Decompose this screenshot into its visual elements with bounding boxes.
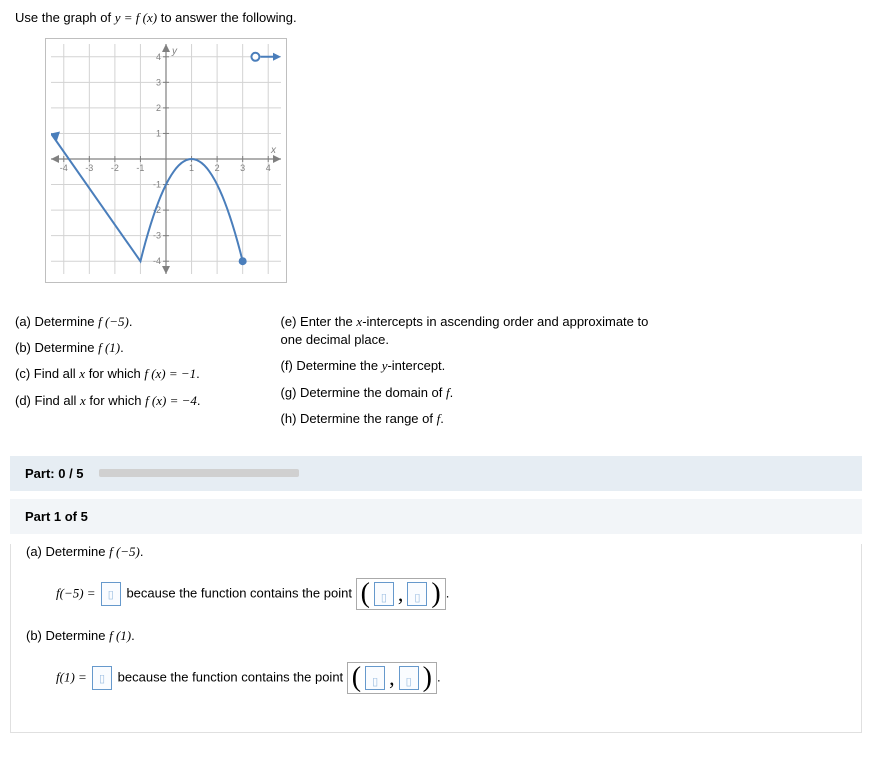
a-prompt-pre: (a) Determine	[26, 544, 109, 559]
svg-text:1: 1	[189, 163, 194, 173]
part-header-text: Part: 0 / 5	[25, 466, 84, 481]
svg-text:-3: -3	[153, 231, 161, 241]
svg-text:2: 2	[215, 163, 220, 173]
b-value-input[interactable]	[92, 666, 112, 690]
q-e: (e) Enter the x-intercepts in ascending …	[281, 313, 661, 349]
svg-text:-4: -4	[60, 163, 68, 173]
q-d-post: .	[197, 393, 201, 408]
question-prompt: Use the graph of y = f (x) to answer the…	[15, 10, 857, 26]
q-f-label: (f) Determine the	[281, 358, 382, 373]
q-d: (d) Find all x for which f (x) = −4.	[15, 392, 201, 410]
a-point-group: ( , )	[356, 578, 446, 610]
b-prompt-math: f (1)	[109, 628, 131, 643]
b-prompt: (b) Determine f (1).	[26, 628, 846, 644]
work-area: (a) Determine f (−5). f(−5) = because th…	[10, 544, 862, 733]
progress-bar	[99, 469, 299, 477]
svg-text:-1: -1	[136, 163, 144, 173]
open-paren: (	[352, 667, 361, 689]
svg-text:2: 2	[156, 103, 161, 113]
a-prompt-math: f (−5)	[109, 544, 140, 559]
q-h: (h) Determine the range of f.	[281, 410, 661, 428]
b-prompt-post: .	[131, 628, 135, 643]
q-f-post: -intercept.	[387, 358, 445, 373]
q-a-math: f (−5)	[98, 314, 129, 329]
close-paren: )	[423, 667, 432, 689]
q-c-mid: for which	[85, 366, 144, 381]
part-sub-header: Part 1 of 5	[10, 499, 862, 534]
q-c-label: (c) Find all	[15, 366, 79, 381]
svg-text:-4: -4	[153, 256, 161, 266]
b-mid: because the function contains the point	[118, 669, 347, 684]
a-prompt: (a) Determine f (−5).	[26, 544, 846, 560]
open-paren: (	[361, 583, 370, 605]
q-b: (b) Determine f (1).	[15, 339, 201, 357]
a-prompt-post: .	[140, 544, 144, 559]
q-d-mid: for which	[86, 393, 145, 408]
svg-text:4: 4	[156, 52, 161, 62]
svg-text:1: 1	[156, 128, 161, 138]
q-c-math: f (x) = −1	[144, 366, 196, 381]
question-columns: (a) Determine f (−5). (b) Determine f (1…	[15, 313, 857, 436]
prompt-post: to answer the following.	[161, 10, 297, 25]
q-e-label: (e) Enter the	[281, 314, 357, 329]
q-g-post: .	[450, 385, 454, 400]
q-b-label: (b) Determine	[15, 340, 98, 355]
a-point-y-input[interactable]	[407, 582, 427, 606]
q-c-post: .	[196, 366, 200, 381]
graph-container: -4-4-3-3-2-2-1-111223344xy	[45, 38, 287, 283]
comma: ,	[389, 665, 395, 691]
graph-svg: -4-4-3-3-2-2-1-111223344xy	[51, 44, 281, 274]
q-d-math: f (x) = −4	[145, 393, 197, 408]
prompt-pre: Use the graph of	[15, 10, 115, 25]
q-h-post: .	[440, 411, 444, 426]
a-mid: because the function contains the point	[126, 585, 355, 600]
close-paren: )	[431, 583, 440, 605]
b-point-x-input[interactable]	[365, 666, 385, 690]
a-value-input[interactable]	[101, 582, 121, 606]
right-column: (e) Enter the x-intercepts in ascending …	[281, 313, 661, 436]
q-c: (c) Find all x for which f (x) = −1.	[15, 365, 201, 383]
q-h-label: (h) Determine the range of	[281, 411, 437, 426]
q-d-label: (d) Find all	[15, 393, 80, 408]
b-point-group: ( , )	[347, 662, 437, 694]
part-sub-text: Part 1 of 5	[25, 509, 88, 524]
q-a: (a) Determine f (−5).	[15, 313, 201, 331]
b-lhs: f(1) =	[56, 669, 90, 684]
svg-text:-1: -1	[153, 180, 161, 190]
q-g-label: (g) Determine the domain of	[281, 385, 446, 400]
left-column: (a) Determine f (−5). (b) Determine f (1…	[15, 313, 201, 436]
q-b-math: f (1)	[98, 340, 120, 355]
svg-text:-2: -2	[111, 163, 119, 173]
svg-text:x: x	[270, 145, 277, 156]
svg-text:-3: -3	[85, 163, 93, 173]
b-prompt-pre: (b) Determine	[26, 628, 109, 643]
q-a-post: .	[129, 314, 133, 329]
part-header: Part: 0 / 5	[10, 456, 862, 491]
comma: ,	[398, 581, 404, 607]
svg-text:4: 4	[266, 163, 271, 173]
a-lhs: f(−5) =	[56, 585, 99, 600]
a-period: .	[446, 585, 450, 600]
q-a-label: (a) Determine	[15, 314, 98, 329]
a-point-x-input[interactable]	[374, 582, 394, 606]
prompt-eq: y = f (x)	[115, 10, 157, 25]
q-b-post: .	[120, 340, 124, 355]
svg-text:3: 3	[240, 163, 245, 173]
b-period: .	[437, 669, 441, 684]
svg-text:y: y	[171, 46, 178, 57]
b-point-y-input[interactable]	[399, 666, 419, 690]
b-answer-line: f(1) = because the function contains the…	[56, 662, 846, 694]
a-answer-line: f(−5) = because the function contains th…	[56, 578, 846, 610]
svg-text:3: 3	[156, 77, 161, 87]
q-f: (f) Determine the y-intercept.	[281, 357, 661, 375]
q-g: (g) Determine the domain of f.	[281, 384, 661, 402]
